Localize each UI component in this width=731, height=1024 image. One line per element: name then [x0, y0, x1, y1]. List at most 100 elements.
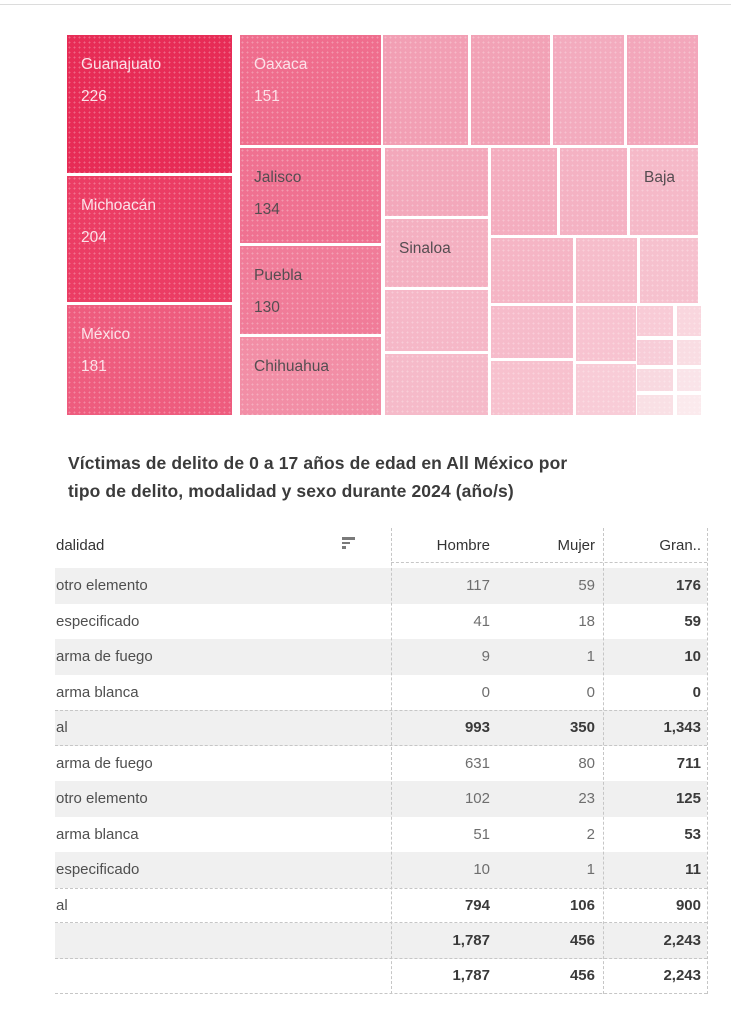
cell-mujer[interactable]: 0 [586, 683, 595, 701]
treemap-cell-sinaloa[interactable]: Sinaloa [385, 219, 488, 287]
cell-modalidad[interactable]: arma blanca [56, 825, 139, 843]
cell-mujer[interactable]: 18 [578, 612, 595, 630]
table-row: al 993 350 1,343 [55, 710, 707, 746]
table-title-line2: tipo de delito, modalidad y sexo durante… [68, 481, 514, 501]
column-header-mujer[interactable]: Mujer [557, 536, 595, 554]
treemap-cell-cell-13[interactable] [491, 306, 573, 358]
cell-modalidad[interactable]: especificado [56, 612, 140, 630]
treemap-cell-mexico[interactable]: México 181 [67, 305, 232, 415]
cell-modalidad[interactable]: otro elemento [56, 577, 148, 595]
treemap-cell-cell-15[interactable] [637, 306, 673, 336]
cell-hombre[interactable]: 794 [464, 896, 490, 914]
cell-grand-total[interactable]: 10 [684, 648, 701, 666]
treemap-cell-cell-14[interactable] [576, 306, 636, 361]
treemap-cell-cell-7[interactable] [385, 354, 488, 415]
treemap-cell-label: Puebla [254, 267, 303, 284]
treemap-cell-cell-22[interactable] [677, 369, 701, 391]
cell-modalidad[interactable]: arma de fuego [56, 648, 153, 666]
cell-hombre[interactable]: 102 [464, 790, 490, 808]
cell-modalidad[interactable]: al [56, 896, 68, 914]
column-header-grand-total[interactable]: Gran.. [659, 536, 701, 554]
cell-hombre[interactable]: 10 [473, 861, 490, 879]
cell-hombre[interactable]: 631 [464, 754, 490, 772]
cell-grand-total[interactable]: 711 [676, 754, 701, 772]
cell-grand-total[interactable]: 53 [684, 825, 701, 843]
treemap-cell-cell-6[interactable] [385, 290, 488, 351]
cell-hombre[interactable]: 41 [473, 612, 490, 630]
table-row: 1,787 456 2,243 [55, 959, 707, 994]
treemap-cell-label: Oaxaca [254, 56, 308, 73]
cell-mujer[interactable]: 23 [578, 790, 595, 808]
cell-hombre[interactable]: 51 [473, 825, 490, 843]
table-title: Víctimas de delito de 0 a 17 años de eda… [68, 449, 698, 505]
column-header-modalidad[interactable]: dalidad [56, 536, 105, 554]
treemap-cell-guanajuato[interactable]: Guanajuato 226 [67, 35, 232, 173]
treemap-cell-chihuahua[interactable]: Chihuahua [240, 337, 381, 415]
cell-hombre[interactable]: 117 [466, 577, 490, 595]
cell-mujer[interactable]: 106 [569, 896, 595, 914]
treemap-chart: Guanajuato 226 Michoacán 204 México 181 Oaxaca… [67, 35, 701, 415]
treemap-cell-cell-23[interactable] [637, 395, 673, 415]
treemap-cell-cell-16[interactable] [677, 306, 701, 336]
treemap-cell-cell-8[interactable] [491, 148, 557, 235]
cell-hombre[interactable]: 1,787 [452, 931, 490, 949]
cell-hombre[interactable]: 0 [481, 683, 490, 701]
treemap-cell-value: 204 [81, 229, 107, 246]
table-row: arma blanca 51 2 53 [55, 817, 707, 853]
cell-modalidad[interactable]: otro elemento [56, 790, 148, 808]
cell-mujer[interactable]: 456 [569, 931, 595, 949]
cell-grand-total[interactable]: 0 [692, 683, 701, 701]
treemap-cell-cell-20[interactable] [677, 340, 701, 365]
cell-mujer[interactable]: 2 [586, 825, 595, 843]
column-header-hombre[interactable]: Hombre [436, 536, 490, 554]
treemap-cell-cell-4[interactable] [627, 35, 698, 145]
treemap-cell-cell-5[interactable] [385, 148, 488, 216]
cell-modalidad[interactable]: arma de fuego [56, 754, 153, 772]
cell-hombre[interactable]: 1,787 [452, 967, 490, 985]
cell-mujer[interactable]: 59 [578, 577, 595, 595]
treemap-cell-michoacan[interactable]: Michoacán 204 [67, 176, 232, 302]
cell-grand-total[interactable]: 59 [684, 612, 701, 630]
treemap-cell-cell-1[interactable] [383, 35, 468, 145]
cell-modalidad[interactable]: al [56, 719, 68, 737]
treemap-cell-cell-24[interactable] [677, 395, 701, 415]
cell-grand-total[interactable]: 125 [675, 790, 701, 808]
treemap-cell-cell-9[interactable] [560, 148, 627, 235]
table-row: otro elemento 102 23 125 [55, 781, 707, 817]
treemap-cell-cell-11[interactable] [576, 238, 637, 303]
treemap-cell-baja[interactable]: Baja [630, 148, 698, 235]
cell-modalidad[interactable]: especificado [56, 861, 140, 879]
table-header-row: dalidad Hombre Mujer Gran.. [55, 528, 707, 562]
cell-mujer[interactable]: 1 [586, 648, 595, 666]
treemap-cell-cell-17[interactable] [491, 361, 573, 415]
treemap-cell-cell-3[interactable] [553, 35, 624, 145]
cell-grand-total[interactable]: 11 [685, 861, 701, 879]
treemap-cell-cell-12[interactable] [640, 238, 698, 303]
sort-icon[interactable] [342, 537, 358, 553]
treemap-cell-value: 130 [254, 299, 280, 316]
treemap-cell-label: Michoacán [81, 197, 156, 214]
cell-grand-total[interactable]: 2,243 [663, 931, 701, 949]
cell-grand-total[interactable]: 176 [675, 577, 701, 595]
cell-mujer[interactable]: 456 [569, 967, 595, 985]
treemap-cell-jalisco[interactable]: Jalisco 134 [240, 148, 381, 243]
cell-grand-total[interactable]: 1,343 [663, 719, 701, 737]
cell-mujer[interactable]: 350 [569, 719, 595, 737]
cell-grand-total[interactable]: 900 [675, 896, 701, 914]
cell-mujer[interactable]: 80 [578, 754, 595, 772]
cell-grand-total[interactable]: 2,243 [663, 967, 701, 985]
treemap-cell-oaxaca[interactable]: Oaxaca 151 [240, 35, 381, 145]
treemap-cell-cell-18[interactable] [576, 364, 636, 415]
crosstab-table: otro elemento 117 59 176 especificado 41 18 59 a… [55, 568, 707, 994]
treemap-cell-cell-19[interactable] [637, 340, 673, 365]
treemap-cell-cell-10[interactable] [491, 238, 573, 303]
table-right-edge [707, 528, 708, 994]
cell-mujer[interactable]: 1 [586, 861, 595, 879]
treemap-cell-cell-2[interactable] [471, 35, 550, 145]
cell-hombre[interactable]: 9 [481, 648, 490, 666]
treemap-cell-puebla[interactable]: Puebla 130 [240, 246, 381, 334]
cell-hombre[interactable]: 993 [464, 719, 490, 737]
cell-modalidad[interactable]: arma blanca [56, 683, 139, 701]
treemap-cell-cell-21[interactable] [637, 369, 673, 391]
